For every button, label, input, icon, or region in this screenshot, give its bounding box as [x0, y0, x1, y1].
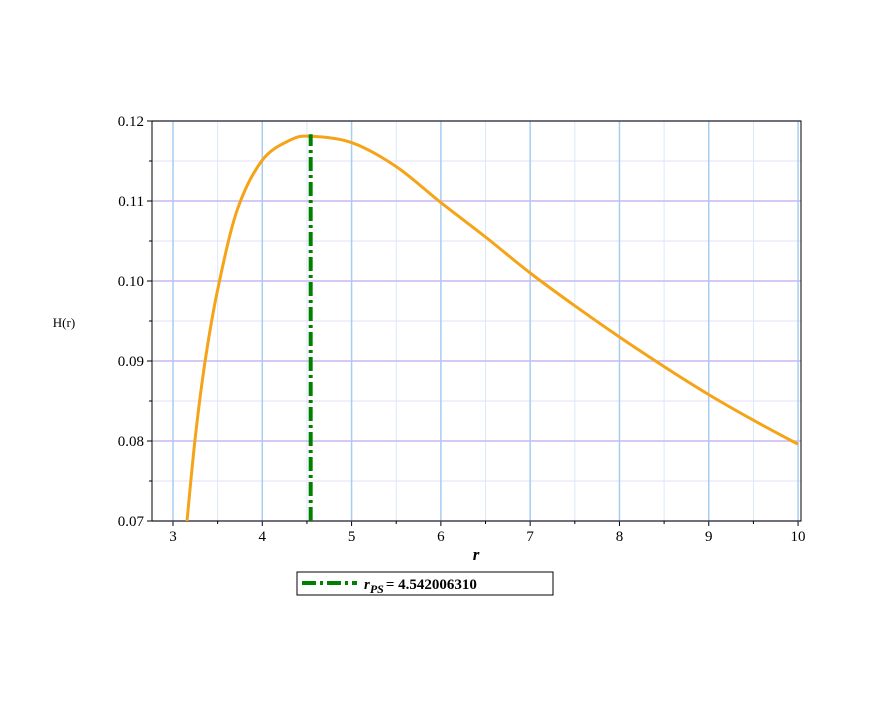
legend-subscript: PS: [370, 582, 384, 596]
y-tick-label: 0.07: [118, 514, 145, 530]
x-tick-label: 7: [526, 529, 534, 545]
x-tick-label: 8: [616, 529, 624, 545]
x-tick-label: 6: [437, 529, 445, 545]
y-tick-label: 0.12: [118, 114, 144, 130]
x-tick-label: 9: [705, 529, 713, 545]
legend-box: [296, 571, 554, 596]
y-tick-label: 0.09: [118, 354, 144, 370]
y-tick-label: 0.08: [118, 434, 144, 450]
x-tick-label: 10: [791, 529, 806, 545]
legend-label: rPS = 4.542006310: [364, 577, 477, 596]
y-axis-label: H(r): [53, 315, 75, 330]
y-tick-label: 0.11: [118, 194, 144, 210]
curve: [185, 134, 799, 521]
x-tick-label: 3: [169, 529, 177, 545]
x-axis-label: r: [473, 545, 480, 564]
legend-symbol: r: [364, 577, 370, 593]
y-tick-label: 0.10: [118, 274, 144, 290]
legend-value: = 4.542006310: [386, 577, 477, 593]
x-tick-label: 5: [348, 529, 356, 545]
plot-frame: [151, 120, 802, 522]
x-tick-label: 4: [259, 529, 267, 545]
